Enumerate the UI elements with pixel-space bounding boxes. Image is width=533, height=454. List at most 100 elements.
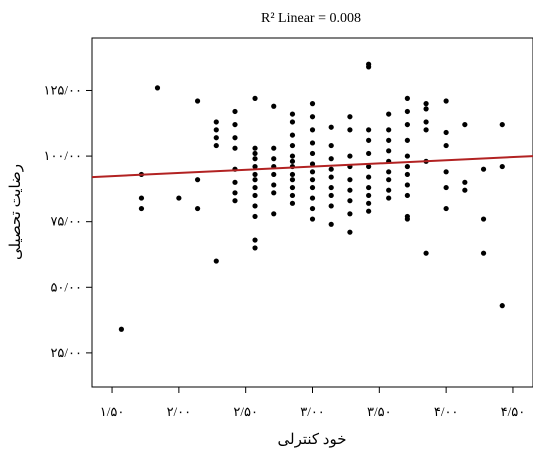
data-point: [138, 205, 145, 212]
data-point: [309, 216, 316, 222]
data-point: [271, 156, 277, 162]
data-point: [386, 169, 392, 175]
data-point: [366, 184, 372, 191]
data-point: [118, 326, 124, 332]
data-point: [252, 237, 258, 243]
data-point: [443, 98, 449, 104]
data-point: [252, 145, 258, 151]
y-tick-label: ۱۰۰/۰۰: [43, 148, 82, 163]
data-point: [347, 177, 353, 183]
data-point: [443, 129, 449, 136]
x-tick-label: ۴/۵۰: [501, 404, 526, 419]
data-point: [252, 163, 258, 170]
data-point: [252, 150, 258, 157]
data-point: [309, 150, 316, 157]
data-point: [386, 127, 392, 133]
y-tick-label: ۷۵/۰۰: [50, 214, 82, 229]
data-point: [213, 135, 219, 141]
data-point: [309, 195, 316, 201]
data-point: [309, 177, 316, 183]
data-point: [289, 142, 296, 149]
data-point: [252, 95, 258, 101]
data-point: [443, 205, 449, 212]
regression-line: [91, 155, 533, 179]
data-point: [271, 190, 277, 196]
data-point: [443, 184, 449, 191]
data-point: [480, 166, 487, 172]
data-point: [252, 156, 258, 162]
data-point: [289, 132, 296, 138]
data-point: [404, 171, 410, 178]
data-point: [404, 153, 410, 159]
data-point: [271, 145, 277, 151]
data-point: [423, 106, 429, 112]
data-point: [480, 216, 487, 222]
plot-area: [91, 37, 533, 388]
data-point: [386, 137, 392, 143]
data-point: [289, 177, 296, 183]
x-tick-label: ۳/۵۰: [367, 404, 392, 419]
data-point: [309, 127, 316, 133]
data-point: [404, 121, 410, 128]
data-point: [252, 184, 258, 191]
y-tick-label: ۵۰/۰۰: [50, 279, 82, 294]
data-point: [309, 161, 316, 167]
data-point: [176, 195, 182, 201]
data-point: [328, 221, 334, 227]
data-point: [347, 127, 353, 133]
data-point: [366, 137, 372, 143]
data-point: [366, 127, 372, 133]
data-point: [232, 190, 238, 196]
data-point: [232, 108, 238, 115]
data-point: [423, 101, 429, 107]
y-tick-label: ۲۵/۰۰: [50, 345, 82, 360]
data-point: [386, 187, 392, 193]
data-point: [404, 192, 410, 199]
data-point: [328, 174, 334, 180]
data-point: [252, 177, 258, 183]
data-point: [386, 111, 392, 117]
data-point: [252, 192, 258, 199]
data-point: [309, 140, 316, 146]
y-tick-label: ۱۲۵/۰۰: [43, 82, 82, 97]
data-point: [328, 142, 334, 149]
data-point: [252, 203, 258, 209]
data-point: [404, 163, 410, 170]
x-tick-label: ۳/۰۰: [300, 404, 325, 419]
x-axis-label: خود کنترلی: [278, 432, 347, 448]
data-point: [366, 200, 372, 206]
data-point: [404, 137, 410, 143]
data-point: [328, 203, 334, 209]
data-point: [462, 179, 468, 185]
data-point: [404, 182, 410, 188]
x-axis: ۱/۵۰ ۲/۰۰ ۲/۵۰ ۳/۰۰ ۳/۵۰ ۴/۰۰ ۴/۵۰: [100, 387, 525, 419]
data-point: [386, 148, 392, 154]
data-point: [366, 64, 372, 70]
data-point: [404, 216, 410, 222]
data-point: [309, 169, 316, 175]
data-point: [462, 121, 468, 128]
data-point: [289, 200, 296, 206]
data-point: [347, 153, 353, 159]
data-point: [194, 205, 201, 212]
data-point: [404, 95, 410, 101]
y-axis-label: رضایت تحصیلی: [8, 164, 24, 260]
data-point: [347, 114, 353, 120]
data-point: [309, 205, 316, 212]
data-point: [423, 127, 429, 133]
data-point: [386, 195, 392, 201]
data-point: [347, 229, 353, 235]
data-point: [194, 98, 201, 104]
data-point: [366, 174, 372, 180]
x-tick-label: ۱/۵۰: [100, 404, 125, 419]
data-point: [154, 85, 161, 91]
data-point: [328, 124, 334, 130]
x-tick-label: ۴/۰۰: [434, 404, 459, 419]
data-point: [423, 250, 429, 256]
chart-title: R² Linear = 0.008: [261, 11, 361, 26]
data-point: [252, 213, 258, 220]
data-point: [328, 166, 334, 172]
data-point: [289, 153, 296, 159]
data-point: [347, 187, 353, 193]
y-axis: ۲۵/۰۰ ۵۰/۰۰ ۷۵/۰۰ ۱۰۰/۰۰ ۱۲۵/۰۰: [43, 82, 92, 360]
